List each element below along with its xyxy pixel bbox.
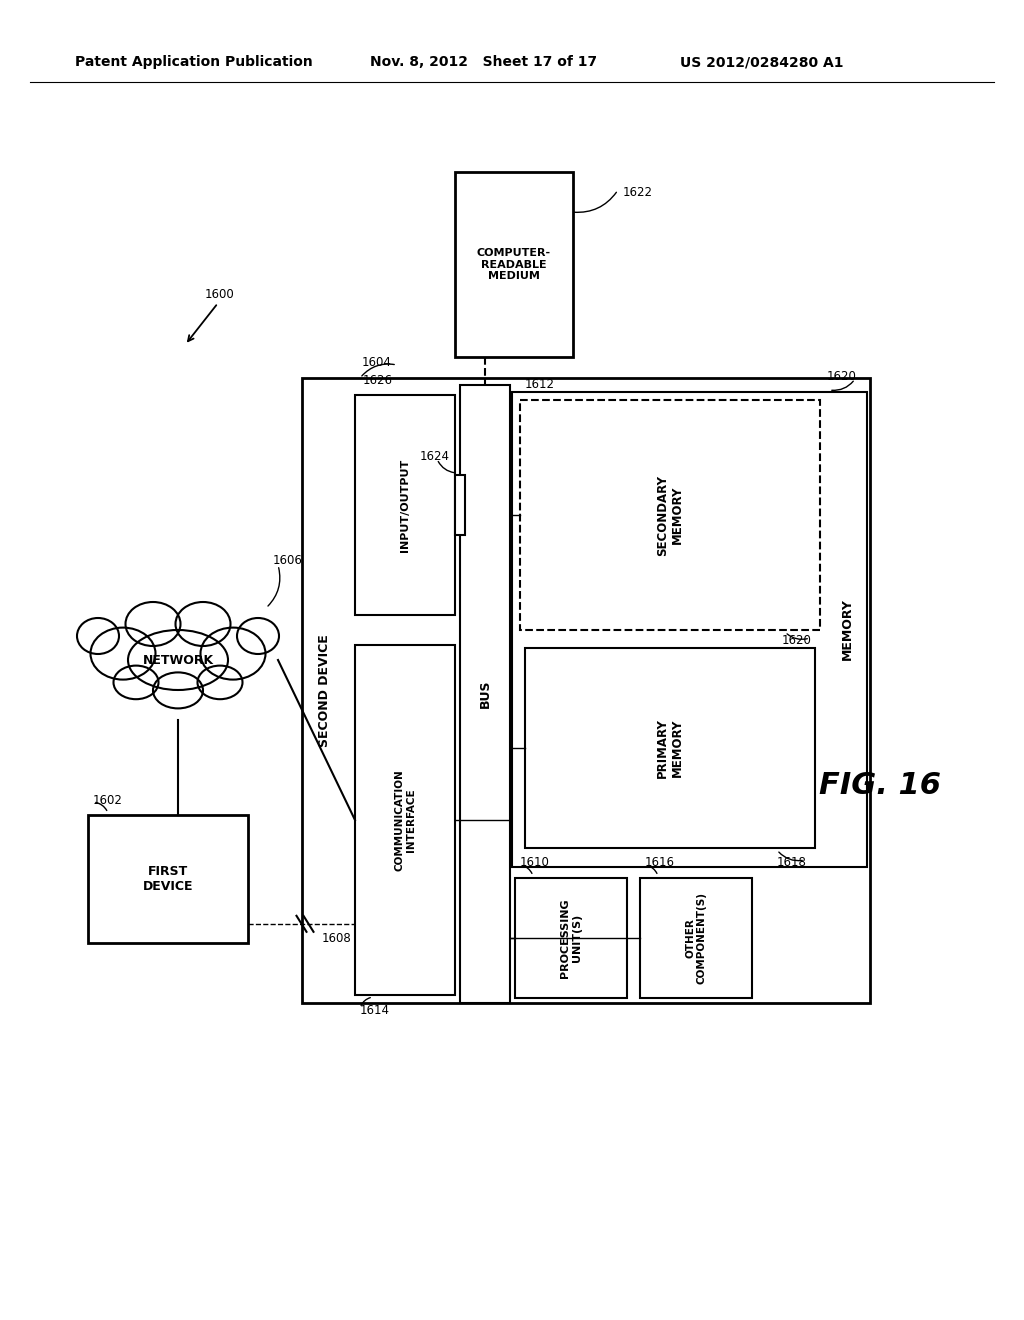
Ellipse shape (237, 618, 279, 653)
Text: SECOND DEVICE: SECOND DEVICE (317, 634, 331, 747)
Text: 1610: 1610 (520, 857, 550, 870)
Text: 1616: 1616 (645, 857, 675, 870)
Ellipse shape (153, 672, 203, 709)
Text: 1626: 1626 (362, 374, 393, 387)
Text: 1620: 1620 (827, 371, 857, 384)
Text: INPUT/OUTPUT: INPUT/OUTPUT (400, 458, 410, 552)
Bar (302, 378, 870, 1003)
Text: FIRST
DEVICE: FIRST DEVICE (142, 865, 194, 894)
Text: US 2012/0284280 A1: US 2012/0284280 A1 (680, 55, 844, 69)
Text: COMMUNICATION
INTERFACE: COMMUNICATION INTERFACE (394, 770, 416, 871)
Bar (355, 645, 455, 995)
Text: FIG. 16: FIG. 16 (819, 771, 941, 800)
Text: SECONDARY
MEMORY: SECONDARY MEMORY (656, 474, 684, 556)
Text: PRIMARY
MEMORY: PRIMARY MEMORY (656, 718, 684, 777)
Text: 1618: 1618 (777, 857, 807, 870)
Ellipse shape (90, 627, 156, 680)
Text: 1606: 1606 (273, 553, 303, 566)
Text: BUS: BUS (478, 680, 492, 709)
Text: COMPUTER-
READABLE
MEDIUM: COMPUTER- READABLE MEDIUM (477, 248, 551, 281)
Text: 1602: 1602 (93, 793, 123, 807)
Text: PROCESSING
UNIT(S): PROCESSING UNIT(S) (560, 898, 582, 978)
Ellipse shape (128, 630, 228, 690)
Bar (355, 395, 455, 615)
Bar (455, 172, 573, 356)
Bar (512, 392, 867, 867)
Bar (525, 648, 815, 847)
Bar (460, 385, 510, 1003)
Text: 1622: 1622 (623, 186, 653, 198)
Text: 1600: 1600 (205, 289, 234, 301)
Ellipse shape (175, 602, 230, 645)
Text: 1614: 1614 (360, 1003, 390, 1016)
Bar (88, 814, 248, 942)
Text: 1624: 1624 (420, 450, 450, 463)
Text: MEMORY: MEMORY (841, 598, 853, 660)
Ellipse shape (77, 618, 119, 653)
Text: 1620: 1620 (782, 634, 812, 647)
Bar (640, 878, 752, 998)
Text: NETWORK: NETWORK (142, 653, 214, 667)
Text: 1612: 1612 (525, 379, 555, 392)
Text: OTHER
COMPONENT(S): OTHER COMPONENT(S) (685, 892, 707, 983)
Text: Patent Application Publication: Patent Application Publication (75, 55, 312, 69)
Text: 1608: 1608 (322, 932, 351, 945)
Bar (455, 475, 465, 535)
Bar (515, 878, 627, 998)
Ellipse shape (198, 665, 243, 700)
Text: 1604: 1604 (362, 356, 392, 370)
Ellipse shape (201, 627, 265, 680)
Ellipse shape (126, 602, 180, 645)
Bar (520, 400, 820, 630)
Ellipse shape (114, 665, 159, 700)
Text: Nov. 8, 2012   Sheet 17 of 17: Nov. 8, 2012 Sheet 17 of 17 (370, 55, 597, 69)
